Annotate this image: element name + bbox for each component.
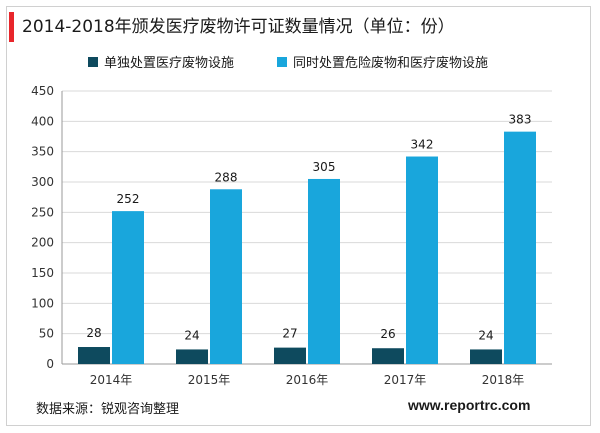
bar-single — [176, 349, 208, 364]
x-tick-label: 2015年 — [188, 373, 231, 387]
data-label: 342 — [411, 138, 434, 152]
y-tick-label: 100 — [31, 296, 54, 310]
data-source: 数据来源：锐观咨询整理 — [36, 402, 180, 417]
bar-combined — [210, 189, 242, 364]
x-tick-label: 2016年 — [286, 373, 329, 387]
data-label: 26 — [380, 327, 395, 341]
x-tick-label: 2018年 — [482, 373, 525, 387]
y-tick-label: 450 — [31, 84, 54, 98]
chart-legend: 单独处置医疗废物设施 同时处置危险废物和医疗废物设施 — [0, 52, 600, 74]
bar-combined — [308, 178, 340, 364]
data-label: 24 — [478, 328, 493, 342]
bar-single — [274, 347, 306, 364]
x-tick-label: 2017年 — [384, 373, 427, 387]
legend-label-combined: 同时处置危险废物和医疗废物设施 — [293, 56, 489, 71]
data-label: 383 — [509, 113, 532, 127]
y-tick-label: 300 — [31, 175, 54, 189]
x-tick-label: 2014年 — [90, 373, 133, 387]
data-label: 305 — [313, 160, 336, 174]
y-tick-label: 250 — [31, 205, 54, 219]
y-tick-label: 50 — [39, 327, 54, 341]
website-url[interactable]: www.reportrc.com — [408, 397, 531, 413]
legend-swatch-single — [88, 56, 98, 67]
bar-single — [470, 349, 502, 364]
legend-item-combined: 同时处置危险废物和医疗废物设施 — [277, 52, 488, 71]
y-tick-label: 350 — [31, 145, 54, 159]
legend-label-single: 单独处置医疗废物设施 — [104, 56, 235, 71]
chart-title: 2014-2018年颁发医疗废物许可证数量情况（单位：份） — [22, 17, 455, 37]
bar-combined — [504, 131, 536, 364]
data-label: 288 — [215, 170, 238, 184]
title-accent-bar — [9, 12, 14, 42]
data-label: 252 — [117, 192, 140, 206]
legend-swatch-combined — [277, 56, 287, 67]
data-label: 28 — [86, 326, 101, 340]
bar-combined — [406, 156, 438, 364]
data-label: 27 — [282, 327, 297, 341]
y-tick-label: 150 — [31, 266, 54, 280]
data-label: 24 — [184, 328, 199, 342]
y-tick-label: 0 — [46, 357, 54, 371]
legend-item-single: 单独处置医疗废物设施 — [88, 52, 234, 71]
y-tick-label: 400 — [31, 114, 54, 128]
bar-single — [78, 347, 110, 364]
bar-single — [372, 348, 404, 364]
bar-combined — [112, 211, 144, 364]
y-tick-label: 200 — [31, 236, 54, 250]
